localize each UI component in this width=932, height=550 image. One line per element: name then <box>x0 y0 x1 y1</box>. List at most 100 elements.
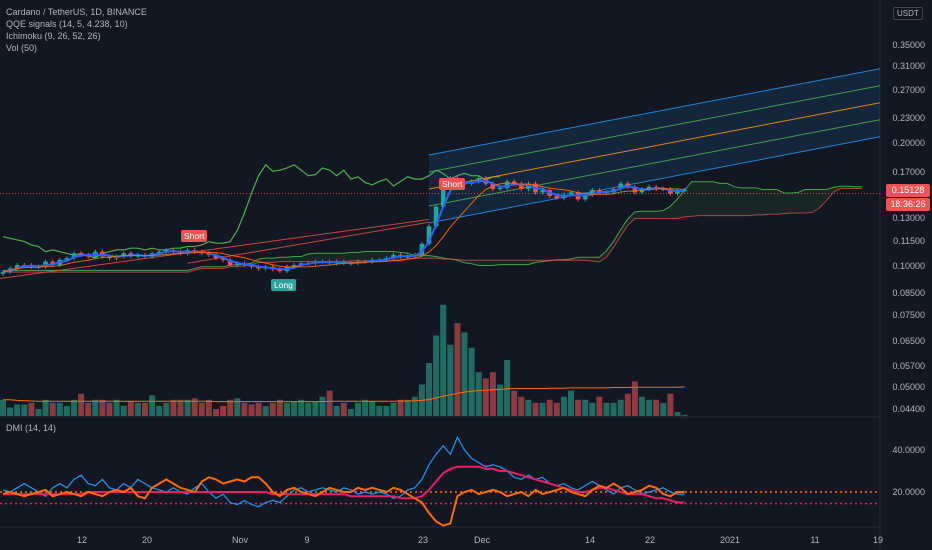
time-tick-label: Dec <box>474 535 491 545</box>
candle-body <box>476 178 481 182</box>
candle-body <box>391 254 396 259</box>
volume-bar <box>191 398 198 416</box>
volume-bar <box>298 399 305 416</box>
volume-bar <box>142 402 148 416</box>
dmi-legend[interactable]: DMI (14, 14) <box>6 423 57 433</box>
volume-bar <box>518 396 525 416</box>
candle-body <box>71 253 77 259</box>
axes: 0.35000 0.31000 0.27000 0.23000 0.20000 0.170… <box>77 40 925 545</box>
candle-body <box>604 192 609 194</box>
signal-short-1: Short <box>181 230 208 242</box>
volume-bar <box>504 359 511 416</box>
volume-bar <box>78 393 85 416</box>
currency-badge[interactable]: USDT <box>893 7 923 20</box>
volume-bar <box>454 323 461 416</box>
volume-bar <box>667 393 674 416</box>
volume-bar <box>376 405 383 416</box>
volume-bar <box>7 407 14 416</box>
volume-bar <box>0 399 6 416</box>
candle-body <box>220 258 226 260</box>
volume-bar <box>319 396 326 416</box>
candle-body <box>0 272 6 274</box>
indicator-ichimoku[interactable]: Ichimoku (9, 26, 52, 26) <box>6 31 101 41</box>
volume-bar <box>397 399 404 416</box>
volume-bar <box>433 335 440 416</box>
volume-bar <box>248 404 255 416</box>
price-tick-label: 0.10000 <box>892 261 925 271</box>
channel-line-0 <box>428 68 881 156</box>
volume-bar <box>560 396 567 416</box>
volume-bar <box>674 412 681 416</box>
indicator-qqe[interactable]: QQE signals (14, 5, 4.238, 10) <box>6 19 128 29</box>
candle-body <box>618 183 623 190</box>
volume-bar <box>284 402 290 416</box>
volume-bar <box>276 399 283 416</box>
volume-bar <box>291 401 298 416</box>
candle-body <box>519 183 524 190</box>
trend-line-lower <box>0 219 430 280</box>
candle-body <box>277 269 283 272</box>
volume-bar <box>163 402 170 416</box>
senkou-span-b <box>3 188 863 273</box>
volume-bar <box>312 401 319 416</box>
candle-body <box>50 261 55 265</box>
time-tick-label: 12 <box>77 535 87 545</box>
volume-bar <box>106 402 113 416</box>
time-tick-label: 22 <box>645 535 655 545</box>
price-tick-label: 0.17000 <box>892 167 925 177</box>
volume-bar <box>49 402 56 416</box>
candle-body <box>291 265 297 267</box>
symbol-title[interactable]: Cardano / TetherUS, 1D, BINANCE <box>6 7 147 17</box>
candle-body <box>64 258 70 260</box>
volume-bar <box>603 402 610 416</box>
volume-tick-label: 0.06500 <box>892 336 925 346</box>
volume-bar <box>468 347 475 416</box>
volume-ma-line <box>3 386 685 403</box>
volume-bar <box>440 304 447 416</box>
candle-body <box>433 206 439 227</box>
indicator-volume[interactable]: Vol (50) <box>6 43 38 53</box>
volume-bar <box>71 399 77 416</box>
volume-bar <box>333 405 340 416</box>
candle-body <box>440 189 446 207</box>
grid-lines <box>0 0 881 550</box>
volume-bar <box>489 372 496 416</box>
volume-bar <box>198 402 205 416</box>
volume-bar <box>383 405 390 416</box>
volume-bar <box>241 402 248 416</box>
time-tick-label: 9 <box>304 535 309 545</box>
volume-bar <box>170 399 177 416</box>
dmi-tick-label: 40.0000 <box>892 445 925 455</box>
candle-body <box>661 189 666 191</box>
time-tick-label: 2021 <box>720 535 740 545</box>
volume-bar <box>553 402 560 416</box>
qqe-line <box>2 180 685 274</box>
volume-bar <box>305 402 312 416</box>
volume-bar <box>262 405 269 416</box>
volume-bar <box>411 396 418 416</box>
candle-body <box>14 265 20 269</box>
price-tick-label: 0.11500 <box>893 236 925 246</box>
volume-bar <box>149 395 156 416</box>
volume-bar <box>120 405 127 416</box>
volume-bar <box>184 399 191 416</box>
candle-body <box>625 183 631 187</box>
candle-body <box>646 186 652 190</box>
volume-bar <box>177 399 184 416</box>
dmi-tick-label: 20.0000 <box>892 487 925 497</box>
time-tick-label: 20 <box>142 535 152 545</box>
volume-bar <box>426 363 432 416</box>
volume-tick-label: 0.04400 <box>892 404 925 414</box>
volume-bar <box>461 332 468 416</box>
volume-bar <box>326 390 333 416</box>
cloud-fill <box>3 181 863 273</box>
time-tick-label: Nov <box>232 535 249 545</box>
volume-bar <box>234 398 241 416</box>
dmi-minus-line <box>2 476 685 527</box>
volume-bar <box>390 402 397 416</box>
volume-bar <box>355 402 361 416</box>
candle-body <box>554 195 560 199</box>
volume-bar <box>546 399 553 416</box>
adx-line <box>3 465 685 504</box>
